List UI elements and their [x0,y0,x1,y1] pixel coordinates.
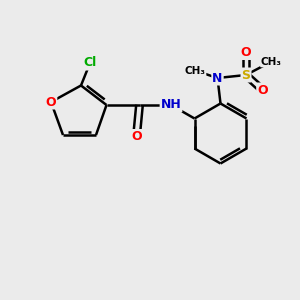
Text: O: O [131,130,142,143]
Text: S: S [242,68,250,82]
Text: Cl: Cl [83,56,97,70]
Text: CH₃: CH₃ [261,56,282,67]
Text: CH₃: CH₃ [184,65,206,76]
Text: O: O [257,83,268,97]
Text: O: O [46,95,56,109]
Text: NH: NH [160,98,182,112]
Text: O: O [241,46,251,59]
Text: N: N [212,71,223,85]
